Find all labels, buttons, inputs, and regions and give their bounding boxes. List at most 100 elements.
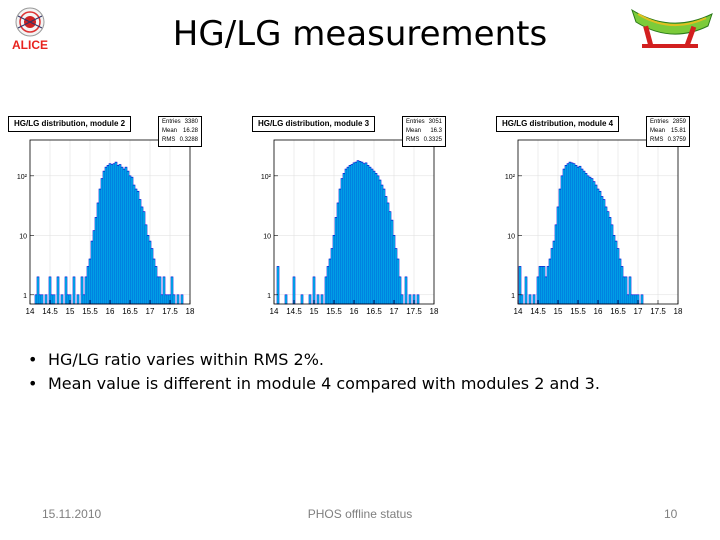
histogram-bar [320, 294, 324, 305]
histogram-bar [98, 188, 102, 305]
histogram-bar [94, 217, 98, 305]
y-tick-label: 10 [263, 233, 271, 240]
footer-title: PHOS offline status [307, 507, 413, 521]
histogram-title: HG/LG distribution, module 4 [496, 116, 620, 132]
bullet-text: Mean value is different in module 4 comp… [48, 374, 600, 393]
histogram-bar [86, 266, 90, 305]
histogram-bar [112, 163, 116, 305]
alice-logo-text: ALICE [12, 38, 48, 52]
histogram-bar [100, 178, 104, 305]
histogram-bar [142, 211, 146, 305]
histogram-bar [66, 294, 70, 305]
histogram-bar [524, 276, 528, 305]
stats-entries: 2859 [672, 119, 686, 125]
histogram-bar [84, 276, 88, 305]
histogram-bar [140, 206, 144, 305]
histogram-bar [162, 276, 166, 305]
x-tick-label: 17 [146, 307, 155, 316]
histogram-bar [284, 294, 288, 305]
x-tick-label: 15.5 [570, 307, 586, 316]
x-tick-label: 18 [430, 307, 439, 316]
y-tick-label: 10 [19, 233, 27, 240]
histogram-bar [76, 294, 80, 305]
histogram-bar [106, 165, 110, 305]
histogram-bar [158, 276, 162, 305]
histogram-bar [110, 164, 114, 305]
x-tick-label: 15.5 [82, 307, 98, 316]
histogram-bar [90, 240, 94, 305]
histogram-bar [164, 294, 168, 305]
histogram-panel-module-2: 14 14.5 15 15.5 16 16.5 17 17.5 18 1 10 10² HG/LG d… [8, 116, 204, 316]
histogram-bar [416, 294, 420, 305]
x-tick-label: 16.5 [122, 307, 138, 316]
x-tick-label: 16 [350, 307, 359, 316]
x-tick-label: 16.5 [366, 307, 382, 316]
x-tick-label: 14.5 [42, 307, 58, 316]
histogram-bar [172, 294, 176, 305]
histogram-title: HG/LG distribution, module 3 [252, 116, 376, 132]
bullet-item: • Mean value is different in module 4 com… [28, 372, 600, 396]
bullet-list: • HG/LG ratio varies within RMS 2%. • Mean… [28, 348, 600, 396]
stats-entries: 3051 [428, 119, 442, 125]
stats-box: Entries 3051 Mean 16.3 RMS 0.3325 [402, 116, 446, 147]
histogram-bar [146, 234, 150, 305]
histogram-bar [82, 294, 86, 305]
histogram-bar [180, 294, 184, 305]
histogram-bar [156, 276, 160, 305]
histogram-bar [134, 188, 138, 305]
footer-page-number: 10 [664, 507, 678, 521]
histogram-bar [72, 276, 76, 305]
y-tick-label: 10² [17, 174, 28, 181]
y-tick-label: 1 [511, 293, 515, 300]
histogram-panel-module-3: 14 14.5 15 15.5 16 16.5 17 17.5 18 1 10 10² HG/LG d… [252, 116, 448, 316]
histogram-bar [170, 276, 174, 305]
histogram-bar [102, 170, 106, 305]
histogram-bar [56, 276, 60, 305]
histogram-bar [144, 224, 148, 305]
histogram-title: HG/LG distribution, module 2 [8, 116, 132, 132]
histogram-bar [532, 294, 536, 305]
stats-entries: 3380 [184, 119, 198, 125]
bullet-text: HG/LG ratio varies within RMS 2%. [48, 350, 325, 369]
histogram-bar [120, 166, 124, 305]
histogram-bar [40, 294, 44, 305]
histogram-bar [276, 266, 280, 305]
histogram-bar [528, 294, 532, 305]
histogram-bar [136, 190, 140, 305]
x-tick-label: 17.5 [650, 307, 666, 316]
histogram-bar [92, 230, 96, 305]
histogram-module-4: 14 14.5 15 15.5 16 16.5 17 17.5 18 1 10 10² [505, 139, 683, 316]
x-tick-label: 17 [390, 307, 399, 316]
histogram-bar [408, 294, 412, 305]
x-tick-label: 14 [270, 307, 279, 316]
histogram-bar [116, 165, 120, 305]
histogram-bar [300, 294, 304, 305]
histogram-bar [124, 166, 128, 305]
x-tick-label: 16 [594, 307, 603, 316]
histogram-bar [118, 164, 122, 305]
histogram-bar [114, 161, 118, 305]
x-tick-label: 16.5 [610, 307, 626, 316]
histogram-panel-module-4: 14 14.5 15 15.5 16 16.5 17 17.5 18 1 10 10² HG/LG d… [496, 116, 692, 316]
histogram-bar [96, 202, 100, 305]
y-tick-label: 10 [507, 233, 515, 240]
histogram-bar [160, 294, 164, 305]
phos-logo [626, 4, 716, 52]
histogram-bar [312, 276, 316, 305]
x-tick-label: 14 [26, 307, 35, 316]
stats-rms: 0.3759 [667, 137, 686, 143]
y-tick-label: 1 [267, 293, 271, 300]
histogram-bar [126, 170, 130, 305]
histogram-bar [292, 276, 296, 305]
histogram-bar [176, 294, 180, 305]
histogram-bar [316, 294, 320, 305]
histogram-bar [148, 240, 152, 305]
x-tick-label: 15 [310, 307, 319, 316]
x-tick-label: 18 [674, 307, 683, 316]
stats-rms: 0.3288 [179, 137, 198, 143]
x-tick-label: 15.5 [326, 307, 342, 316]
stats-mean: 16.28 [182, 128, 198, 134]
y-tick-label: 1 [23, 293, 27, 300]
histogram-bar [88, 258, 92, 305]
x-tick-label: 15 [66, 307, 75, 316]
